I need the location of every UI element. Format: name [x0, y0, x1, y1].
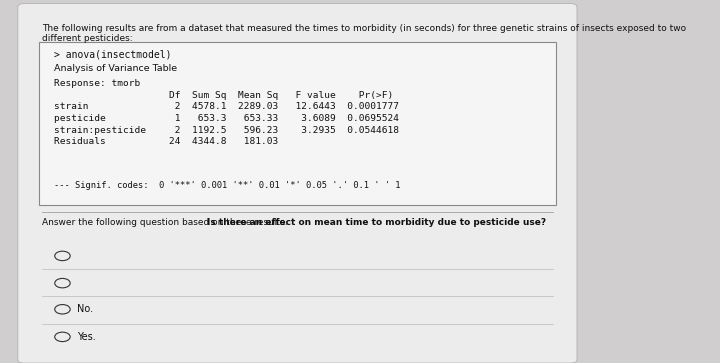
Text: Df  Sum Sq  Mean Sq   F value    Pr(>F): Df Sum Sq Mean Sq F value Pr(>F) [53, 91, 393, 100]
Text: No.: No. [77, 304, 94, 314]
Text: pesticide            1   653.3   653.33    3.6089  0.0695524: pesticide 1 653.3 653.33 3.6089 0.069552… [53, 114, 399, 123]
FancyBboxPatch shape [18, 4, 577, 363]
Text: > anova(insectmodel): > anova(insectmodel) [53, 49, 171, 59]
Text: Is there an effect on mean time to morbidity due to pesticide use?: Is there an effect on mean time to morbi… [207, 218, 546, 227]
Text: strain               2  4578.1  2289.03   12.6443  0.0001777: strain 2 4578.1 2289.03 12.6443 0.000177… [53, 102, 399, 111]
FancyBboxPatch shape [39, 42, 556, 205]
Text: strain:pesticide     2  1192.5   596.23    3.2935  0.0544618: strain:pesticide 2 1192.5 596.23 3.2935 … [53, 126, 399, 135]
Text: Residuals           24  4344.8   181.03: Residuals 24 4344.8 181.03 [53, 137, 278, 146]
Text: Response: tmorb: Response: tmorb [53, 79, 140, 88]
Text: --- Signif. codes:  0 '***' 0.001 '**' 0.01 '*' 0.05 '.' 0.1 ' ' 1: --- Signif. codes: 0 '***' 0.001 '**' 0.… [53, 181, 400, 190]
Text: Analysis of Variance Table: Analysis of Variance Table [53, 64, 176, 73]
Text: The following results are from a dataset that measured the times to morbidity (i: The following results are from a dataset… [42, 24, 685, 43]
Text: Yes.: Yes. [77, 332, 96, 342]
Text: Answer the following question based on these results.: Answer the following question based on t… [42, 218, 290, 227]
